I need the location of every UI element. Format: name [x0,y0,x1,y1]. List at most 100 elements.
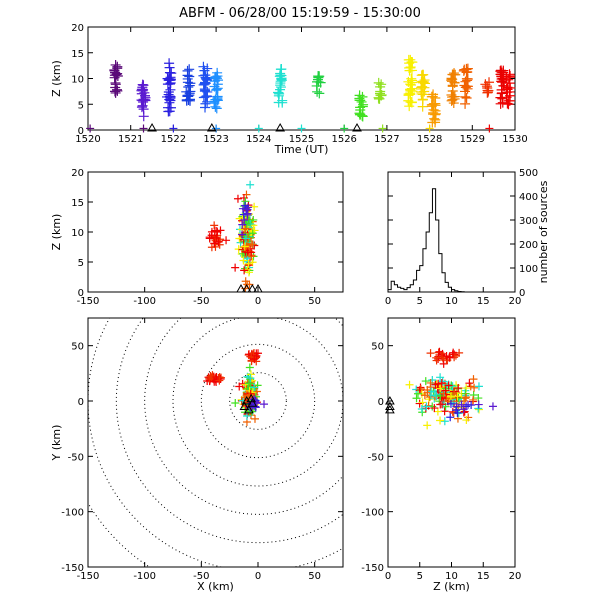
source-point [426,378,435,387]
x-tick-label: 20 [509,571,522,582]
source-point [462,393,471,402]
source-point [138,80,149,91]
source-point [435,347,444,356]
source-point [276,64,287,75]
source-point [210,71,221,82]
source-point [438,377,447,386]
source-point [405,380,414,389]
source-point [454,394,463,403]
source-point [274,88,285,99]
source-point [467,401,476,410]
source-point [474,382,483,391]
source-point [198,61,209,72]
source-point [495,65,506,76]
source-point [469,395,478,404]
y-tick-label: -50 [368,452,384,463]
source-point [246,370,255,379]
source-point [378,124,387,133]
plan-view-frame [87,317,344,568]
y-tick-label: 500 [519,168,538,179]
station-marker [253,283,263,293]
source-point [260,400,269,409]
source-point [239,256,248,265]
source-point [164,91,175,102]
source-point [214,237,223,246]
y-tick-label: 100 [519,264,538,275]
x-tick-label: 0 [385,571,391,582]
y-tick-label: 200 [519,240,538,251]
source-point [210,377,219,386]
source-point [462,74,473,85]
source-point [437,379,446,388]
source-point [497,97,508,108]
source-point [485,124,494,133]
station-marker [239,401,250,411]
source-point [417,101,428,112]
y-tick-label: 5 [78,258,84,269]
source-point [109,86,120,97]
x-tick-label: 20 [509,296,522,307]
source-point [210,221,219,230]
source-point [418,69,429,80]
source-point [446,399,455,408]
y-tick-label: 15 [71,198,84,209]
source-point [314,88,325,99]
source-point [252,387,261,396]
source-point [163,89,174,100]
source-point [250,355,259,364]
source-point [210,101,221,112]
source-point [211,242,220,251]
x-tick-label: 0 [255,296,261,307]
source-point [277,95,288,106]
source-point [313,72,324,83]
y-tick-label: 0 [78,126,84,137]
source-point [162,79,173,90]
y-tick-label: 20 [71,168,84,179]
source-point [110,59,121,70]
source-point [504,86,515,97]
source-point [254,124,263,133]
y-tick-label: 15 [71,49,84,60]
source-point [164,58,175,69]
source-point [406,83,417,94]
source-point [461,63,472,74]
x-tick-label: 1524 [246,134,271,145]
source-point [242,241,251,250]
source-point [430,404,439,413]
source-point [276,73,287,84]
station-marker [247,283,258,293]
x-tick-label: -50 [193,571,209,582]
source-point [184,88,195,99]
source-point [441,386,450,395]
source-point [185,78,196,89]
source-point [457,400,466,409]
source-point [209,81,220,92]
source-point [427,91,438,102]
x-tick-label: 5 [417,571,423,582]
source-point [198,79,209,90]
source-point [138,94,149,105]
source-point [496,87,507,98]
source-point [205,233,214,242]
source-point [139,87,150,98]
source-point [416,83,427,94]
source-point [200,70,211,81]
x-tick-label: 1526 [331,134,356,145]
range-rings [88,318,343,567]
source-point [503,95,514,106]
station-marker [241,395,252,405]
source-point [418,398,427,407]
y-axis-label: number of sources [537,180,550,283]
source-point [501,71,512,82]
station-marker [236,283,246,293]
source-point [459,405,468,414]
y-tick-label: -150 [61,563,84,574]
source-point [184,71,195,82]
source-point [436,416,445,425]
source-point [376,79,387,90]
source-point [444,381,453,390]
source-point [241,264,250,273]
y-tick-label: -150 [361,563,384,574]
source-point [480,79,491,90]
source-point [412,394,421,403]
